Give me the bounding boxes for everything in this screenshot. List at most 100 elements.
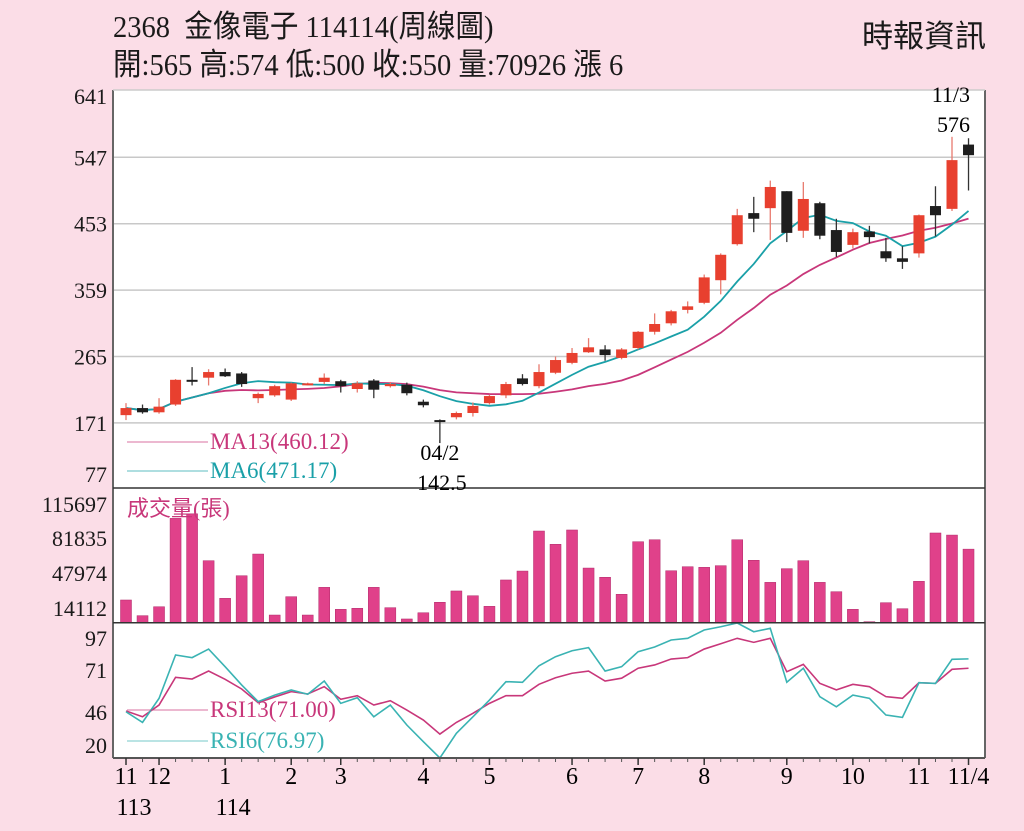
x-tick-label: 1 xyxy=(219,764,231,790)
price-tick-label: 171 xyxy=(74,411,107,436)
volume-bar xyxy=(136,615,149,623)
x-tick-label: 4 xyxy=(417,764,429,790)
volume-bar xyxy=(582,567,595,623)
candle-body xyxy=(285,383,297,400)
candle-body xyxy=(219,372,231,377)
candle-body xyxy=(764,186,776,209)
plot-background xyxy=(113,90,985,758)
candle-body xyxy=(929,206,941,216)
rsi-tick-label: 46 xyxy=(85,700,107,725)
volume-bar xyxy=(549,544,562,623)
x-tick-label: 7 xyxy=(632,764,644,790)
volume-bar xyxy=(368,587,380,623)
x-year-label: 114 xyxy=(216,795,251,821)
chart-title: 2368 金像電子 114114(周線圖) xyxy=(113,9,494,44)
candle-body xyxy=(550,360,562,373)
volume-bar xyxy=(516,570,529,623)
candles xyxy=(120,136,975,444)
candle-body xyxy=(351,383,363,389)
volume-bar xyxy=(880,602,892,623)
volume-bar xyxy=(599,577,611,623)
volume-tick-label: 115697 xyxy=(42,492,107,517)
candle-body xyxy=(616,349,628,358)
volume-bar xyxy=(929,532,942,623)
candle-body xyxy=(698,277,710,303)
volume-bar xyxy=(764,582,777,623)
volume-bar xyxy=(913,581,925,623)
candle-body xyxy=(863,231,875,238)
price-grid xyxy=(113,156,985,424)
volume-bar xyxy=(268,614,281,623)
rsi13-line xyxy=(125,637,969,736)
volume-bar xyxy=(830,591,843,623)
candle-body xyxy=(599,349,611,356)
candle-body xyxy=(368,380,380,390)
quote-summary: 開:565 高:574 低:500 收:550 量:70926 漲 6 xyxy=(113,47,624,82)
price-tick-label: 265 xyxy=(74,345,107,370)
candle-body xyxy=(963,144,975,156)
ma6-line xyxy=(125,210,970,412)
candle-body xyxy=(302,383,314,386)
candle-body xyxy=(665,311,677,324)
x-tick-label: 6 xyxy=(566,764,578,790)
volume-bar xyxy=(301,614,314,623)
volume-bar xyxy=(351,608,364,623)
volume-bar xyxy=(615,594,628,623)
volume-bar xyxy=(814,582,826,623)
price-tick-label: 547 xyxy=(74,145,107,170)
x-tick-label: 9 xyxy=(781,764,793,790)
volume-tick-label: 81835 xyxy=(52,526,107,551)
ma13-legend-label: MA13(460.12) xyxy=(210,429,349,454)
rsi-tick-label: 71 xyxy=(85,658,107,683)
volume-bar xyxy=(731,539,743,623)
candle-body xyxy=(847,232,859,245)
price-tick-label: 359 xyxy=(74,278,107,303)
candle-body xyxy=(120,408,132,416)
chart-labels: 6415474533592651717711569781835479741411… xyxy=(42,82,990,821)
volume-bar xyxy=(748,560,760,623)
candle-body xyxy=(137,408,149,413)
x-tick-label: 8 xyxy=(698,764,710,790)
candle-body xyxy=(384,384,396,387)
candle-body xyxy=(731,215,743,245)
x-tick-label: 10 xyxy=(841,764,865,790)
volume-bar xyxy=(665,570,677,623)
candle-body xyxy=(715,254,727,281)
candle-body xyxy=(566,352,578,363)
rsi-tick-label: 20 xyxy=(85,733,107,758)
rsi-lines xyxy=(125,622,969,760)
candle-body xyxy=(467,405,479,414)
price-tick-label: 641 xyxy=(74,84,107,109)
candle-body xyxy=(748,213,760,219)
volume-title: 成交量(張) xyxy=(127,496,230,521)
candle-body xyxy=(946,160,958,209)
source-label: 時報資訊 xyxy=(862,19,986,54)
candle-body xyxy=(500,384,512,396)
volume-bar xyxy=(120,599,132,623)
candle-body xyxy=(236,373,248,385)
candle-body xyxy=(797,198,809,231)
volume-bar xyxy=(335,609,347,623)
candle-body xyxy=(153,406,165,413)
volume-bar xyxy=(434,602,446,623)
candle-body xyxy=(583,347,595,353)
low-date-label: 04/2 xyxy=(420,440,459,465)
volume-bar xyxy=(417,612,430,623)
rsi6-legend-label: RSI6(76.97) xyxy=(210,728,324,753)
volume-bar xyxy=(896,608,909,623)
volume-bar xyxy=(533,530,545,623)
volume-bar xyxy=(781,568,793,623)
volume-tick-label: 14112 xyxy=(53,596,107,621)
candle-body xyxy=(913,215,925,254)
volume-bar xyxy=(252,553,264,623)
candle-body xyxy=(632,331,644,349)
candle-body xyxy=(896,258,908,262)
candle-body xyxy=(533,372,545,387)
rsi-tick-label: 97 xyxy=(85,626,107,651)
volume-bar xyxy=(698,567,710,623)
volume-bar xyxy=(566,529,578,623)
volume-bar xyxy=(186,513,198,623)
volume-bar xyxy=(714,565,727,623)
volume-bar xyxy=(169,518,182,623)
